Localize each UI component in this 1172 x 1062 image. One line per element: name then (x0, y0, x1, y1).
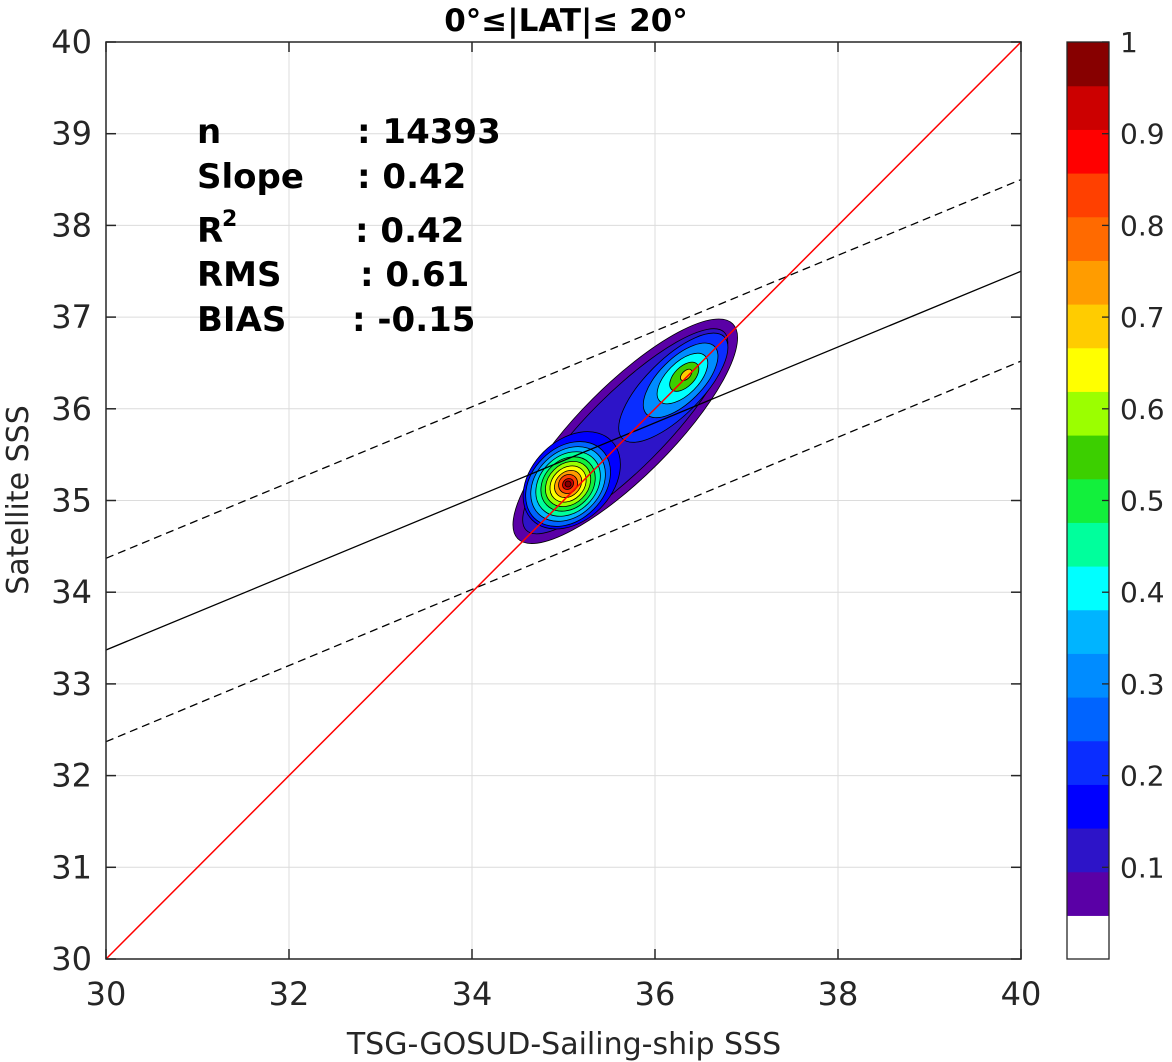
colorbar-label: 1 (1120, 26, 1138, 59)
x-tick-label: 34 (452, 975, 493, 1013)
y-axis-title: Satellite SSS (1, 405, 36, 595)
colorbar-segment (1067, 435, 1109, 480)
y-tick-label: 39 (51, 115, 92, 153)
colorbar-segment (1067, 391, 1109, 436)
colorbar-segment (1067, 828, 1109, 873)
colorbar-label: 0.7 (1120, 301, 1165, 334)
colorbar-segment (1067, 42, 1109, 87)
y-tick-label: 30 (51, 940, 92, 978)
colorbar-segment (1067, 522, 1109, 567)
colorbar-segment (1067, 129, 1109, 174)
colorbar-label: 0.6 (1120, 393, 1165, 426)
y-tick-label: 31 (51, 848, 92, 886)
y-tick-label: 38 (51, 206, 92, 244)
colorbar-label: 0.8 (1120, 209, 1165, 242)
stat-r2-superscript: 2 (222, 207, 237, 232)
statistics-box: n : 14393 Slope : 0.42 R 2 : 0.42 RMS : … (197, 112, 501, 340)
colorbar: 0.1 0.2 0.3 0.4 0.5 0.6 0.7 0.8 0.9 1 (1066, 26, 1165, 960)
stat-rms-value: : 0.61 (360, 255, 469, 295)
colorbar-label: 0.1 (1120, 851, 1165, 884)
contour-level (680, 368, 693, 381)
colorbar-segment (1067, 915, 1109, 960)
stat-rms-label: RMS (197, 255, 282, 295)
density-contours (512, 318, 738, 544)
colorbar-segment (1067, 871, 1109, 916)
y-tick-label: 36 (51, 390, 92, 428)
y-tick-label: 35 (51, 482, 92, 520)
colorbar-label: 0.3 (1120, 668, 1165, 701)
stat-slope-label: Slope (197, 157, 304, 197)
upper-bound-line (106, 178, 1021, 559)
colorbar-label: 0.5 (1120, 485, 1165, 518)
y-tick-label: 40 (51, 23, 92, 61)
colorbar-segment (1067, 260, 1109, 305)
stat-bias-label: BIAS (197, 300, 286, 340)
colorbar-segment (1067, 697, 1109, 742)
stat-n-label: n (197, 112, 221, 152)
colorbar-segment (1067, 609, 1109, 654)
x-tick-label: 40 (1001, 975, 1042, 1013)
stat-n-value: : 14393 (357, 112, 501, 152)
stat-r2-value: : 0.42 (355, 211, 464, 251)
colorbar-segment (1067, 304, 1109, 349)
x-tick-label: 38 (818, 975, 859, 1013)
x-tick-label: 30 (86, 975, 127, 1013)
regression-line (106, 270, 1021, 651)
colorbar-segment (1067, 784, 1109, 829)
y-tick-label: 37 (51, 298, 92, 336)
stat-slope-value: : 0.42 (357, 157, 466, 197)
stat-r2-label: R (197, 211, 223, 251)
y-tick-label: 32 (51, 757, 92, 795)
x-tick-label: 32 (269, 975, 310, 1013)
chart-title: 0°≤|LAT|≤ 20° (444, 3, 688, 39)
reference-lines (106, 42, 1021, 959)
stat-bias-value: : -0.15 (352, 300, 475, 340)
colorbar-segment (1067, 347, 1109, 392)
colorbar-segment (1067, 173, 1109, 218)
colorbar-label: 0.4 (1120, 576, 1165, 609)
colorbar-label: 0.9 (1120, 118, 1165, 151)
x-axis-title: TSG-GOSUD-Sailing-ship SSS (346, 1027, 781, 1062)
one-to-one-line (106, 42, 1021, 959)
colorbar-segment (1067, 653, 1109, 698)
lower-bound-line (106, 360, 1021, 743)
contour-level (564, 480, 572, 488)
colorbar-segment (1067, 85, 1109, 130)
grid (105, 41, 1022, 960)
y-tick-label: 34 (51, 573, 92, 611)
axis-ticks: 30 32 34 36 38 40 30 31 32 33 34 35 36 37 38 39 40 (51, 23, 1041, 1013)
x-tick-label: 36 (635, 975, 676, 1013)
y-tick-label: 33 (51, 665, 92, 703)
colorbar-segment (1067, 740, 1109, 785)
colorbar-segment (1067, 216, 1109, 261)
colorbar-segment (1067, 566, 1109, 611)
colorbar-label: 0.2 (1120, 760, 1165, 793)
